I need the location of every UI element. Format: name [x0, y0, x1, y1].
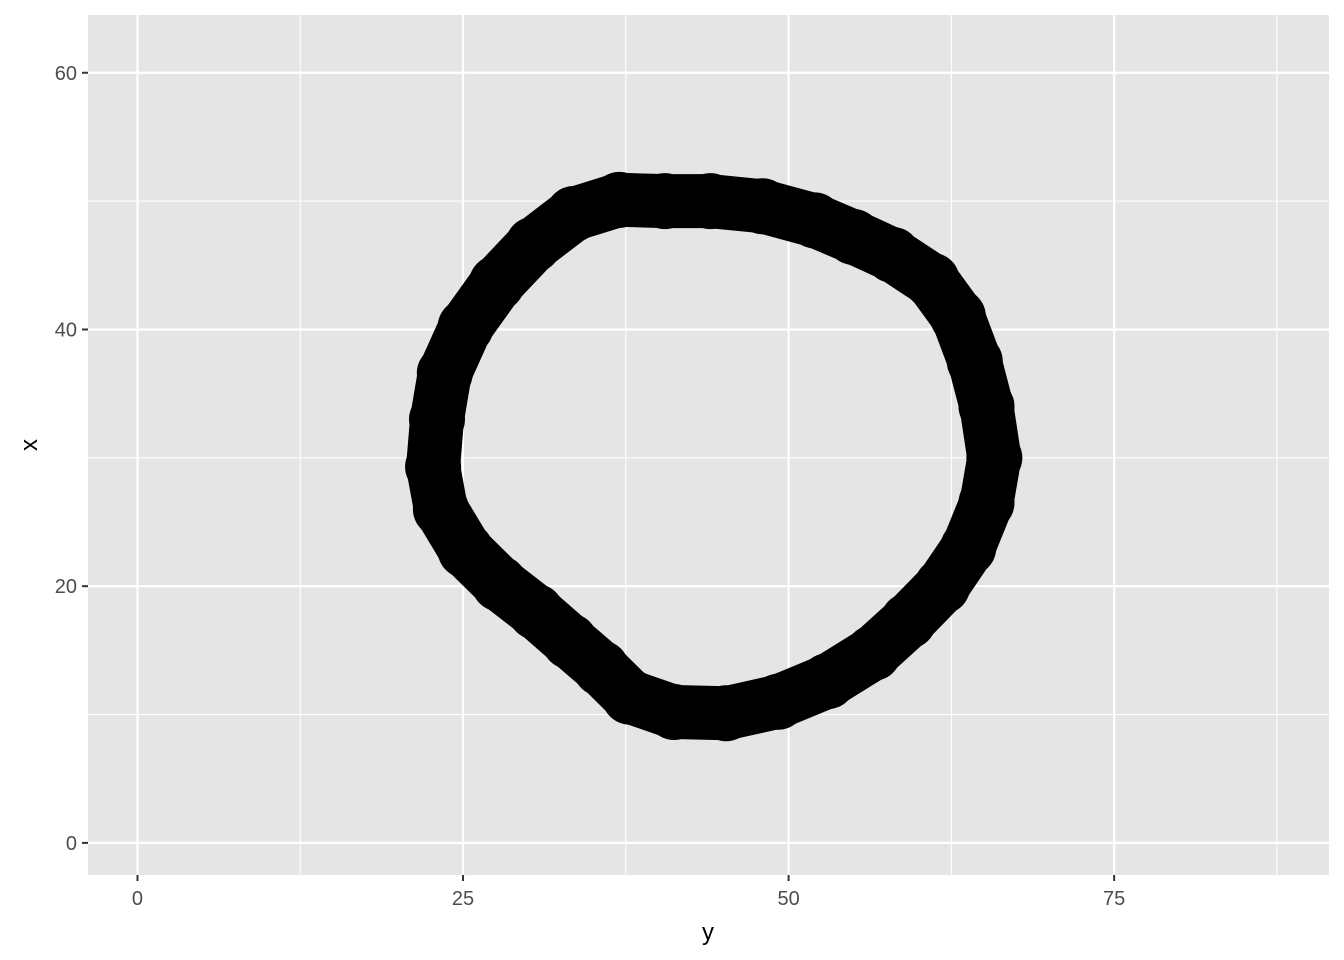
x-tick-label: 25	[452, 888, 474, 910]
data-point	[416, 345, 473, 402]
data-point	[682, 173, 739, 230]
data-point	[591, 171, 648, 228]
data-point	[845, 624, 902, 681]
y-tick-label: 20	[55, 576, 77, 598]
data-point	[946, 333, 1003, 390]
data-point	[505, 216, 562, 273]
x-tick-label: 50	[777, 888, 799, 910]
y-tick-label: 0	[66, 833, 77, 855]
data-point	[545, 185, 602, 242]
data-point	[408, 391, 465, 448]
data-point	[645, 683, 702, 740]
y-tick-label: 40	[55, 319, 77, 341]
data-point	[412, 481, 469, 538]
plot-panel	[88, 15, 1329, 875]
x-axis: 0 25 50 75	[132, 875, 1125, 910]
grid-major	[88, 15, 1329, 875]
data-point	[966, 429, 1023, 486]
y-axis-title: x	[16, 439, 43, 451]
ring-data	[405, 171, 1023, 742]
data-point	[958, 378, 1015, 435]
data-point	[468, 255, 525, 312]
data-point	[437, 522, 494, 579]
data-point	[636, 173, 693, 230]
data-point	[914, 558, 971, 615]
x-axis-title: y	[702, 919, 714, 946]
x-tick-label: 75	[1103, 888, 1125, 910]
y-axis: 0 20 40 60	[55, 63, 88, 855]
y-tick-label: 60	[55, 63, 77, 85]
data-point	[734, 178, 791, 235]
data-point	[405, 438, 462, 495]
data-point	[929, 288, 986, 345]
data-point	[750, 673, 807, 730]
data-point	[437, 298, 494, 355]
data-point	[799, 653, 856, 710]
data-point	[698, 685, 755, 742]
data-point	[958, 474, 1015, 531]
x-tick-label: 0	[132, 888, 143, 910]
